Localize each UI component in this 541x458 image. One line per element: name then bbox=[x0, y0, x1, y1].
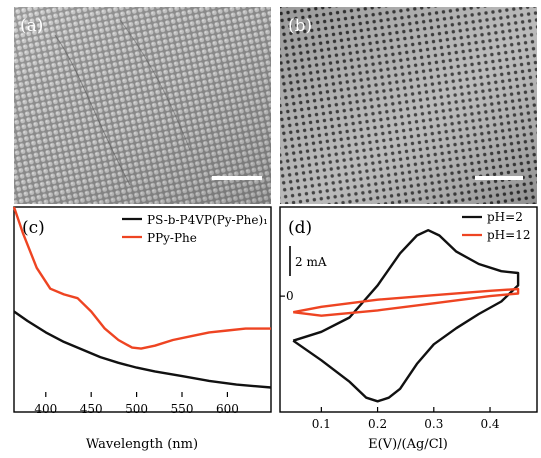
panel-d-label: (d) bbox=[288, 218, 312, 238]
chart-d-y-tick-label: 0 bbox=[286, 289, 294, 303]
chart-c-frame bbox=[13, 206, 272, 413]
panel-b-scale-bar bbox=[475, 176, 523, 180]
panel-a-label: (a) bbox=[20, 16, 43, 36]
chart-d-scale-bar: 2 mA bbox=[289, 246, 327, 276]
legend-label-series-1: PS-b-P4VP(Py-Phe)₁ bbox=[147, 213, 268, 227]
chart-d-x-tick-label: 0.2 bbox=[368, 417, 387, 431]
chart-c-series-line-1 bbox=[13, 310, 272, 389]
chart-d-series-line-2 bbox=[292, 287, 520, 317]
chart-c-x-tick-label: 450 bbox=[80, 402, 103, 416]
legend-label-series-2: PPy-Phe bbox=[147, 231, 197, 245]
chart-c-xlabel: Wavelength (nm) bbox=[86, 437, 198, 452]
panel-b-sem-image: (b) bbox=[280, 7, 537, 204]
chart-d-series-line-1 bbox=[292, 229, 520, 403]
chart-d-x-tick-label: 0.1 bbox=[312, 417, 331, 431]
chart-c-legend: PS-b-P4VP(Py-Phe)₁ PPy-Phe bbox=[122, 213, 268, 245]
panel-a-scale-bar bbox=[212, 176, 262, 180]
legend-label-ph2: pH=2 bbox=[487, 210, 523, 224]
chart-c-x-tick-label: 550 bbox=[171, 402, 194, 416]
uv-vis-chart: (c) 400 450 500 550 600 PS-b-P4VP(Py-Phe)₁ P… bbox=[12, 206, 272, 452]
chart-c-series-line-2 bbox=[12, 206, 271, 350]
legend-label-ph12: pH=12 bbox=[487, 228, 530, 242]
chart-c-x-tick-label: 500 bbox=[125, 402, 148, 416]
chart-c-x-tick-label: 600 bbox=[216, 402, 239, 416]
chart-d-frame bbox=[279, 206, 538, 413]
panel-c-label: (c) bbox=[22, 218, 45, 238]
chart-d-legend: pH=2 pH=12 bbox=[462, 210, 530, 242]
chart-d-x-tick-label: 0.3 bbox=[424, 417, 443, 431]
scale-bar-label: 2 mA bbox=[295, 255, 327, 269]
panel-a-sem-image: (a) bbox=[14, 7, 271, 204]
chart-c-x-tick-label: 400 bbox=[34, 402, 57, 416]
cv-chart: (d) 0.1 0.2 0.3 0.4 0 2 mA pH=2 pH=12 E(V)/(… bbox=[279, 206, 538, 452]
chart-d-x-tick-label: 0.4 bbox=[480, 417, 499, 431]
panel-b-label: (b) bbox=[288, 16, 312, 36]
chart-d-xlabel: E(V)/(Ag/Cl) bbox=[368, 437, 448, 452]
